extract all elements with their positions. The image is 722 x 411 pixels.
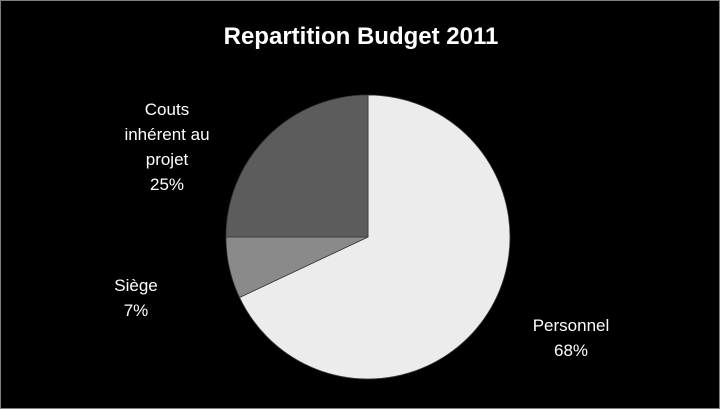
data-label-value: 68% — [553, 341, 589, 360]
data-label-couts: Couts inhérent au projet 25% — [97, 97, 237, 197]
data-label-category: Siège — [114, 276, 158, 295]
data-label-value: 25% — [149, 175, 185, 194]
data-label-category: Personnel — [532, 316, 610, 335]
data-label-personnel: Personnel 68% — [506, 313, 636, 363]
data-label-siege: Siège 7% — [91, 273, 181, 323]
pie-slice-personnel — [238, 94, 511, 380]
data-label-category: inhérent au — [124, 125, 210, 144]
chart-title: Repartition Budget 2011 — [223, 23, 499, 50]
data-label-category: projet — [145, 150, 189, 169]
data-label-category: Couts — [144, 100, 190, 119]
pie-slice-couts — [225, 94, 369, 238]
data-label-value: 7% — [123, 301, 149, 320]
